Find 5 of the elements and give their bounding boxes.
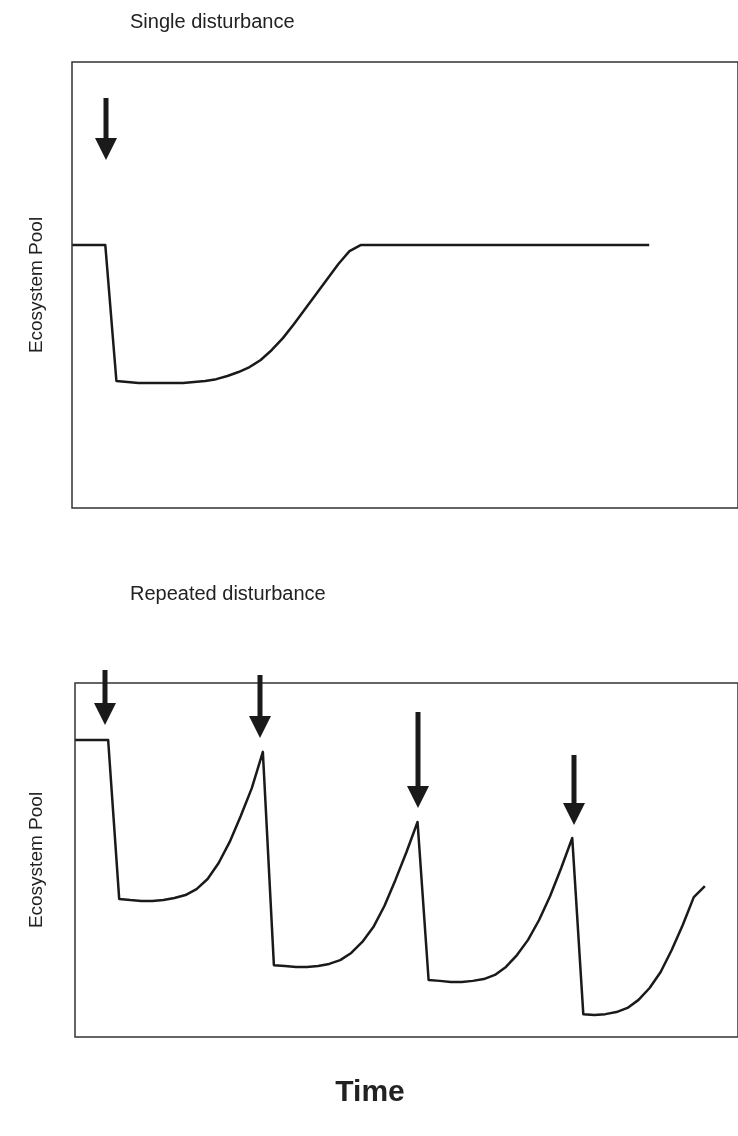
chart-title: Single disturbance — [130, 10, 295, 33]
chart-title: Repeated disturbance — [130, 582, 326, 605]
y-axis-title: Ecosystem Pool — [25, 791, 47, 929]
x-axis-title: Time — [335, 1074, 405, 1108]
y-axis-title: Ecosystem Pool — [25, 216, 47, 354]
